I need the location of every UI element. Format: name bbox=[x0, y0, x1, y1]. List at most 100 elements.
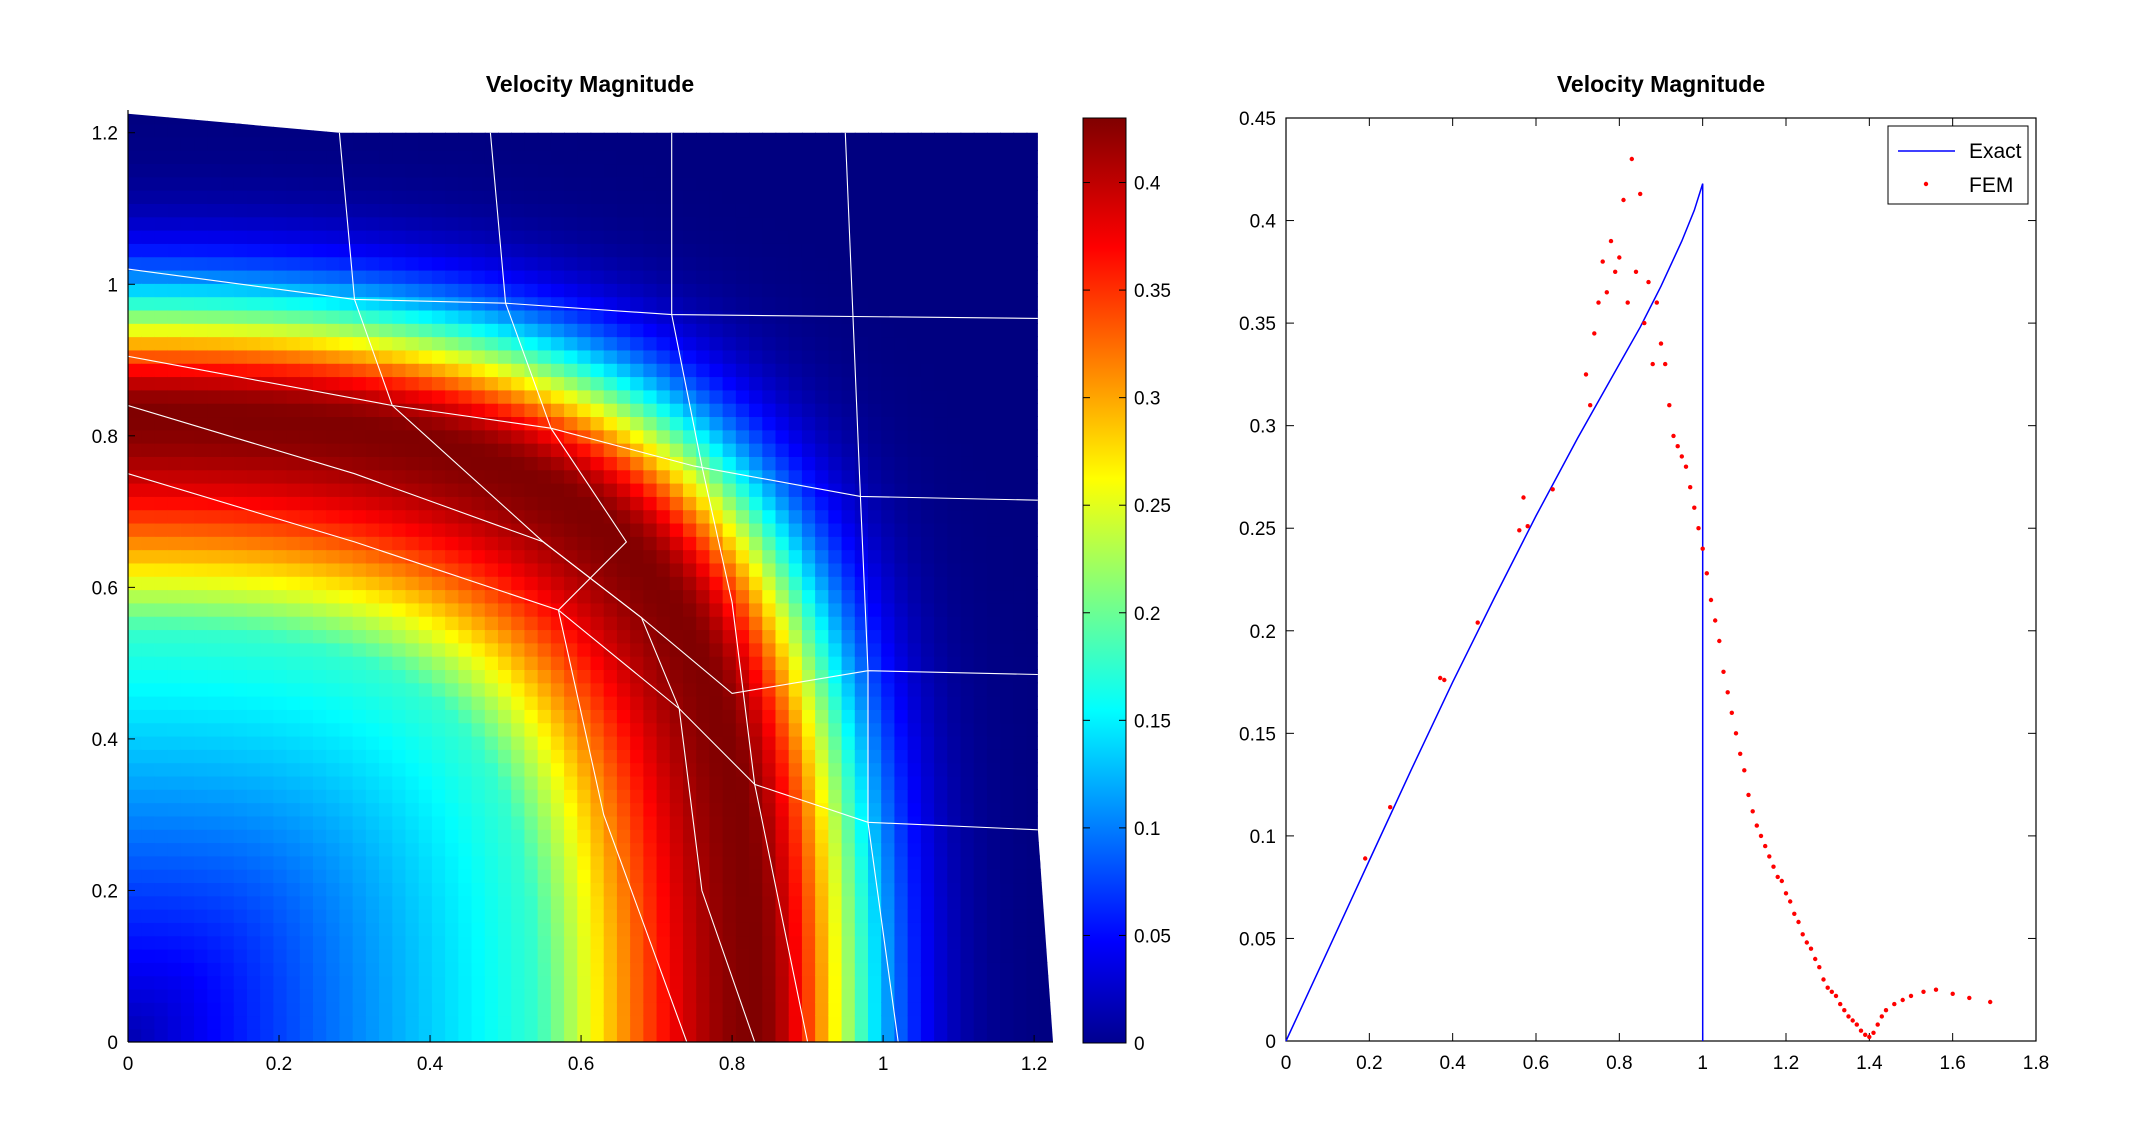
heatmap-cell bbox=[286, 1002, 301, 1017]
heatmap-cell bbox=[868, 203, 883, 218]
heatmap-cell bbox=[973, 1028, 988, 1042]
heatmap-cell bbox=[590, 709, 605, 724]
heatmap-cell bbox=[1013, 469, 1028, 484]
heatmap-cell bbox=[947, 336, 962, 351]
heatmap-cell bbox=[326, 243, 341, 258]
heatmap-cell bbox=[405, 948, 420, 963]
heatmap-cell bbox=[775, 882, 790, 897]
heatmap-cell bbox=[128, 1002, 143, 1017]
heatmap-cell bbox=[868, 576, 883, 591]
heatmap-cell bbox=[920, 615, 935, 631]
heatmap-cell bbox=[801, 176, 816, 191]
heatmap-cell bbox=[934, 376, 949, 391]
heatmap-cell bbox=[128, 895, 143, 910]
heatmap-cell bbox=[669, 349, 684, 364]
heatmap-cell bbox=[273, 323, 288, 338]
heatmap-cell bbox=[762, 602, 777, 617]
heatmap-cell bbox=[775, 229, 790, 244]
heatmap-cell bbox=[564, 456, 579, 471]
heatmap-cell bbox=[326, 855, 341, 870]
heatmap-cell bbox=[141, 562, 156, 577]
heatmap-cell bbox=[379, 908, 394, 923]
heatmap-cell bbox=[934, 442, 949, 457]
heatmap-cell bbox=[445, 416, 460, 431]
heatmap-cell bbox=[352, 229, 367, 244]
heatmap-cell bbox=[445, 113, 460, 125]
heatmap-cell bbox=[1013, 456, 1028, 471]
heatmap-cell bbox=[498, 469, 513, 484]
heatmap-cell bbox=[233, 113, 248, 125]
heatmap-cell bbox=[907, 589, 922, 604]
heatmap-cell bbox=[828, 629, 843, 644]
heatmap-cell bbox=[180, 789, 195, 804]
heatmap-cell bbox=[564, 855, 579, 870]
heatmap-cell bbox=[696, 802, 711, 817]
heatmap-cell bbox=[550, 735, 565, 750]
heatmap-cell bbox=[656, 496, 671, 511]
heatmap-cell bbox=[128, 349, 143, 364]
heatmap-cell bbox=[907, 522, 922, 537]
heatmap-cell bbox=[286, 256, 301, 271]
heatmap-cell bbox=[326, 429, 341, 444]
heatmap-cell bbox=[934, 842, 949, 857]
heatmap-cell bbox=[749, 975, 764, 990]
heatmap-cell bbox=[907, 682, 922, 697]
heatmap-cell bbox=[379, 576, 394, 591]
heatmap-cell bbox=[643, 988, 658, 1003]
heatmap-cell bbox=[669, 589, 684, 604]
heatmap-cell bbox=[616, 163, 631, 178]
heatmap-cell bbox=[273, 669, 288, 684]
heatmap-cell bbox=[180, 576, 195, 591]
heatmap-cell bbox=[207, 695, 222, 710]
heatmap-cell bbox=[180, 855, 195, 870]
heatmap-cell bbox=[828, 136, 843, 151]
heatmap-cell bbox=[498, 562, 513, 577]
heatmap-cell bbox=[841, 456, 856, 471]
heatmap-cell bbox=[511, 855, 526, 870]
mesh-edge bbox=[338, 132, 756, 1042]
heatmap-cell bbox=[484, 629, 499, 644]
heatmap-cell bbox=[841, 629, 856, 644]
heatmap-cell bbox=[471, 562, 486, 577]
heatmap-cell bbox=[471, 469, 486, 484]
heatmap-cell bbox=[1026, 1002, 1041, 1017]
heatmap-cell bbox=[815, 509, 830, 524]
heatmap-cell bbox=[722, 376, 737, 391]
heatmap-cell bbox=[828, 256, 843, 271]
heatmap-cell bbox=[894, 496, 909, 511]
heatmap-cell bbox=[881, 629, 896, 644]
heatmap-cell bbox=[154, 189, 169, 204]
heatmap-cell bbox=[947, 416, 962, 431]
heatmap-cell bbox=[590, 509, 605, 524]
heatmap-cell bbox=[801, 229, 816, 244]
heatmap-cell bbox=[696, 775, 711, 790]
heatmap-cell bbox=[484, 828, 499, 844]
heatmap-cell bbox=[524, 429, 539, 444]
heatmap-cell bbox=[511, 868, 526, 884]
heatmap-cell bbox=[735, 615, 750, 631]
heatmap-cell bbox=[299, 336, 314, 351]
heatmap-cell bbox=[167, 602, 182, 617]
heatmap-cell bbox=[246, 935, 261, 950]
heatmap-cell bbox=[458, 882, 473, 897]
heatmap-cell bbox=[537, 549, 552, 564]
heatmap-cell bbox=[973, 1002, 988, 1017]
heatmap-cell bbox=[986, 216, 1001, 231]
heatmap-cell bbox=[1026, 749, 1041, 764]
heatmap-cell bbox=[854, 828, 869, 844]
heatmap-cell bbox=[656, 362, 671, 378]
heatmap-cell bbox=[841, 895, 856, 910]
heatmap-cell bbox=[881, 895, 896, 910]
heatmap-cell bbox=[947, 283, 962, 298]
heatmap-cell bbox=[894, 922, 909, 937]
heatmap-cell bbox=[907, 895, 922, 910]
heatmap-cell bbox=[313, 802, 328, 817]
heatmap-cell bbox=[801, 296, 816, 311]
heatmap-cell bbox=[471, 362, 486, 378]
heatmap-cell bbox=[815, 895, 830, 910]
heatmap-cell bbox=[471, 123, 486, 138]
heatmap-cell bbox=[934, 1028, 949, 1042]
heatmap-cell bbox=[683, 309, 698, 324]
heatmap-cell bbox=[484, 113, 499, 125]
heatmap-cell bbox=[128, 948, 143, 963]
